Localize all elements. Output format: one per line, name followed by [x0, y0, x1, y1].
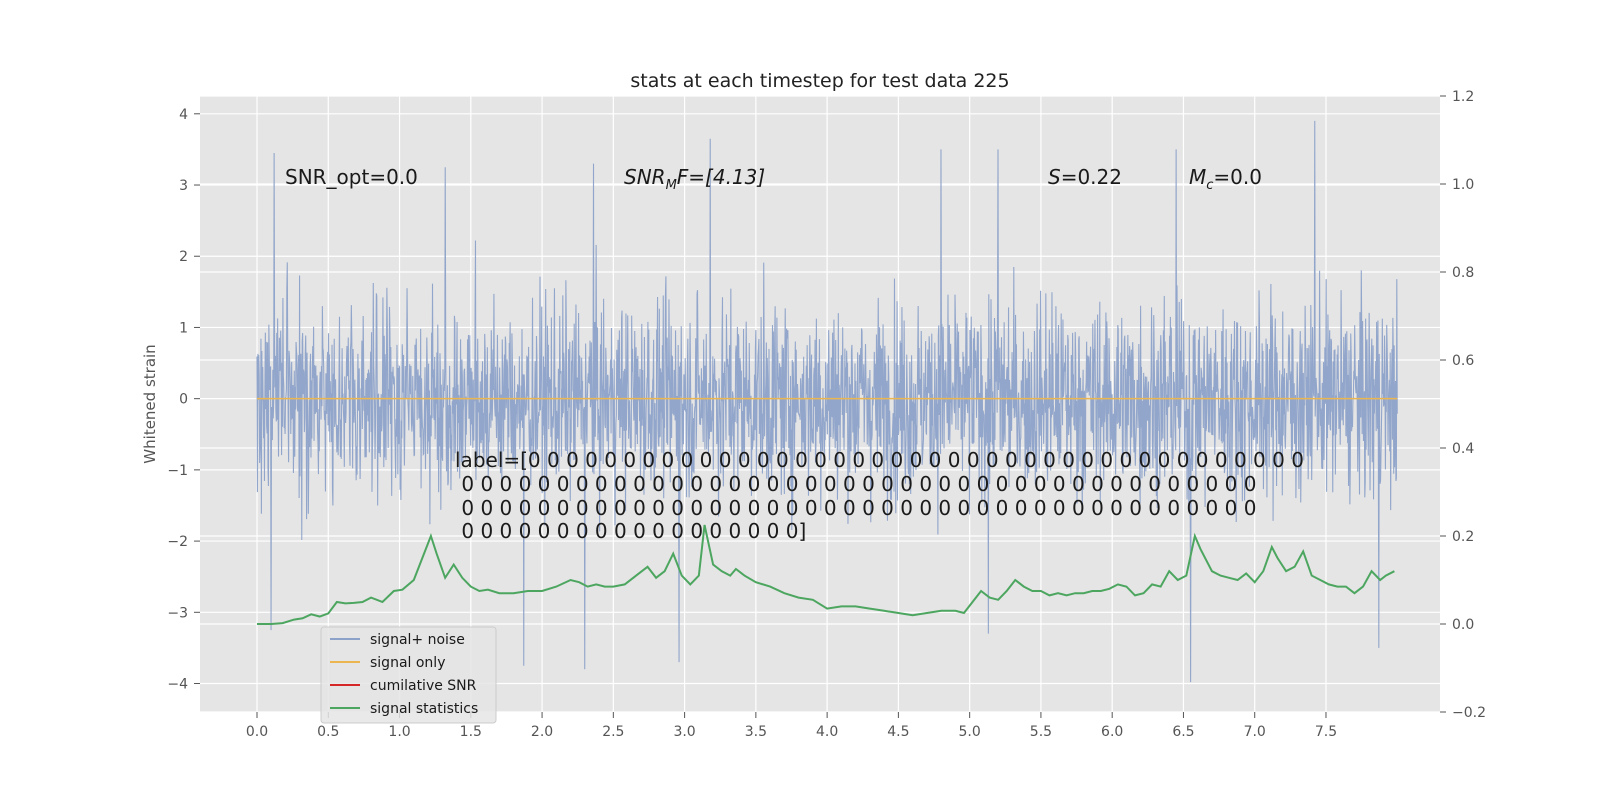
legend-label-signal-only: signal only — [370, 655, 445, 671]
x-tick-label: 4.5 — [887, 724, 909, 740]
annotation-snr-mf-rest: F=[4.13] — [677, 165, 765, 189]
legend-item-signal-statistics: signal statistics — [330, 701, 478, 717]
annotation-s-italic: S — [1048, 165, 1061, 189]
x-tick-label: 5.5 — [1030, 724, 1052, 740]
x-tick-label: 2.0 — [531, 724, 553, 740]
y2-tick-label: 0.2 — [1452, 529, 1474, 545]
x-tick-label: 4.0 — [816, 724, 838, 740]
legend-label-signal-noise: signal+ noise — [370, 632, 465, 648]
signal-statistics-series — [257, 524, 1395, 625]
legend-item-signal-only: signal only — [330, 655, 445, 671]
y2-axis-ticks: 1.2 1.0 0.8 0.6 0.4 0.2 0.0 −0.2 — [1440, 89, 1486, 721]
annotation-mc-sub: c — [1206, 178, 1213, 193]
x-tick-label: 1.5 — [460, 724, 482, 740]
y-tick-label: −3 — [167, 605, 188, 621]
annotation-s-value: =0.22 — [1061, 165, 1122, 189]
y2-tick-label: 0.4 — [1452, 441, 1474, 457]
annotation-label-line-4: 0 0 0 0 0 0 0 0 0 0 0 0 0 0 0 0 0 0] — [455, 519, 806, 543]
signal-noise-series — [256, 120, 1398, 683]
annotation-label-line-3: 0 0 0 0 0 0 0 0 0 0 0 0 0 0 0 0 0 0 0 0 … — [455, 496, 1256, 520]
y-axis-label: Whitened strain — [141, 344, 159, 463]
chart-title: stats at each timestep for test data 225 — [630, 70, 1009, 92]
x-tick-label: 7.5 — [1315, 724, 1337, 740]
y2-tick-label: −0.2 — [1452, 705, 1486, 721]
y2-tick-label: 1.2 — [1452, 89, 1474, 105]
legend-box — [320, 626, 497, 724]
annotation-snr-mf-sub: M — [666, 178, 677, 193]
annotation-snr-mf: SNRMF=[4.13] — [624, 165, 765, 193]
legend-label-cumilative-snr: cumilative SNR — [370, 678, 477, 694]
y2-tick-label: 1.0 — [1452, 177, 1474, 193]
y-tick-label: 3 — [179, 178, 188, 194]
annotation-mc-value: =0.0 — [1213, 165, 1262, 189]
y-tick-label: 2 — [179, 249, 188, 265]
annotation-label-line-1: label=[0 0 0 0 0 0 0 0 0 0 0 0 0 0 0 0 0… — [455, 448, 1304, 472]
x-tick-label: 1.0 — [388, 724, 410, 740]
annotation-label-block: label=[0 0 0 0 0 0 0 0 0 0 0 0 0 0 0 0 0… — [455, 448, 1304, 543]
x-tick-label: 7.0 — [1244, 724, 1266, 740]
y-tick-label: 0 — [179, 392, 188, 408]
x-tick-label: 2.5 — [602, 724, 624, 740]
annotation-mc-main: M — [1189, 165, 1206, 189]
y2-tick-label: 0.6 — [1452, 353, 1474, 369]
legend-item-signal-noise: signal+ noise — [330, 632, 465, 648]
y-tick-label: 1 — [179, 320, 188, 336]
annotation-snr-mf-main: SNR — [624, 165, 666, 189]
x-axis-ticks: 0.0 0.5 1.0 1.5 2.0 2.5 3.0 3.5 4.0 4.5 5.0 5.5 6.0 6… — [246, 712, 1337, 740]
x-tick-label: 0.5 — [317, 724, 339, 740]
legend-item-cumilative-snr: cumilative SNR — [330, 678, 477, 694]
y-tick-label: −1 — [167, 463, 188, 479]
legend: signal+ noise signal only cumilative SNR… — [320, 626, 497, 724]
x-tick-label: 6.5 — [1172, 724, 1194, 740]
y-axis-ticks: 4 3 2 1 0 −1 −2 −3 −4 — [167, 107, 200, 693]
x-tick-label: 3.0 — [673, 724, 695, 740]
y-tick-label: 4 — [179, 107, 188, 123]
x-tick-label: 6.0 — [1101, 724, 1123, 740]
y-tick-label: −4 — [167, 677, 188, 693]
legend-label-signal-statistics: signal statistics — [370, 701, 478, 717]
x-tick-label: 0.0 — [246, 724, 268, 740]
y-tick-label: −2 — [167, 534, 188, 550]
annotation-label-line-2: 0 0 0 0 0 0 0 0 0 0 0 0 0 0 0 0 0 0 0 0 … — [455, 472, 1256, 496]
annotation-snr-opt: SNR_opt=0.0 — [285, 165, 418, 189]
y2-tick-label: 0.8 — [1452, 265, 1474, 281]
annotation-mc: Mc=0.0 — [1189, 165, 1262, 193]
x-tick-label: 3.5 — [745, 724, 767, 740]
signal-statistics-line — [257, 524, 1395, 625]
y2-tick-label: 0.0 — [1452, 617, 1474, 633]
signal-noise-line — [256, 120, 1398, 683]
annotation-s: S=0.22 — [1048, 165, 1122, 189]
x-tick-label: 5.0 — [959, 724, 981, 740]
